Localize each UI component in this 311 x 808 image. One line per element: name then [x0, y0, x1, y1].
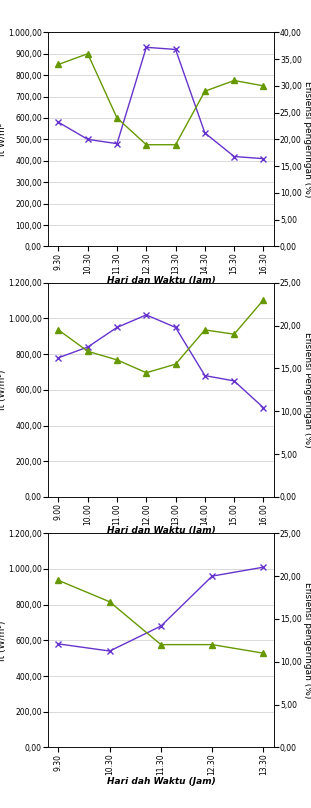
It (W/m²)	[174, 322, 178, 332]
η pengeringan (%)	[57, 575, 60, 585]
Y-axis label: It W/m²: It W/m²	[0, 123, 7, 156]
It (W/m²)	[86, 342, 90, 351]
Y-axis label: It (W/m²): It (W/m²)	[0, 370, 7, 410]
η pengeringan (%)	[232, 76, 236, 86]
η pengeringan (%)	[174, 360, 178, 369]
η pengeringan (%)	[262, 295, 265, 305]
It (W/m²)	[115, 139, 119, 149]
X-axis label: Hari dah Waktu (Jam): Hari dah Waktu (Jam)	[107, 776, 215, 786]
It (W/m²)	[159, 621, 163, 631]
η pengeringan (%)	[144, 368, 148, 377]
Legend: It (W/m²), η pengeringan (%): It (W/m²), η pengeringan (%)	[78, 633, 244, 650]
Line: η pengeringan (%): η pengeringan (%)	[56, 51, 266, 148]
It (W/m²)	[174, 44, 178, 54]
It (W/m²)	[144, 310, 148, 320]
It (W/m²)	[262, 403, 265, 413]
Y-axis label: It (W/m²): It (W/m²)	[0, 621, 7, 660]
Y-axis label: Efisiensi pengeringan (%): Efisiensi pengeringan (%)	[303, 81, 311, 198]
It (W/m²)	[57, 639, 60, 649]
η pengeringan (%)	[232, 330, 236, 339]
η pengeringan (%)	[144, 140, 148, 149]
η pengeringan (%)	[203, 86, 207, 96]
Line: η pengeringan (%): η pengeringan (%)	[56, 297, 266, 376]
η pengeringan (%)	[203, 325, 207, 335]
It (W/m²)	[262, 154, 265, 163]
It (W/m²)	[203, 371, 207, 381]
X-axis label: Hari dan Waktu (Jam): Hari dan Waktu (Jam)	[107, 526, 215, 536]
η pengeringan (%)	[108, 597, 112, 607]
X-axis label: Hari dan Waktu (Jam): Hari dan Waktu (Jam)	[107, 276, 215, 285]
It (W/m²)	[232, 152, 236, 162]
η pengeringan (%)	[262, 648, 265, 658]
η pengeringan (%)	[210, 640, 214, 650]
It (W/m²)	[108, 646, 112, 656]
η pengeringan (%)	[57, 60, 60, 69]
η pengeringan (%)	[115, 113, 119, 123]
Legend: It (W/m²), η pengeringan (%): It (W/m²), η pengeringan (%)	[78, 383, 244, 399]
It (W/m²)	[115, 322, 119, 332]
It (W/m²)	[232, 376, 236, 385]
Line: It (W/m²): It (W/m²)	[56, 312, 266, 410]
Y-axis label: Efisiensi Pengeringan (%): Efisiensi Pengeringan (%)	[303, 332, 311, 448]
η pengeringan (%)	[262, 81, 265, 90]
It (W/m²)	[86, 135, 90, 145]
Line: It (W/m²): It (W/m²)	[56, 565, 266, 654]
η pengeringan (%)	[159, 640, 163, 650]
It (W/m²)	[203, 128, 207, 138]
Y-axis label: Efisiensi pengeringan (%): Efisiensi pengeringan (%)	[303, 582, 311, 699]
η pengeringan (%)	[174, 140, 178, 149]
It (W/m²)	[57, 353, 60, 363]
Line: η pengeringan (%): η pengeringan (%)	[56, 578, 266, 656]
η pengeringan (%)	[86, 48, 90, 59]
η pengeringan (%)	[86, 347, 90, 356]
It (W/m²)	[262, 562, 265, 572]
It (W/m²)	[57, 117, 60, 127]
It (W/m²)	[210, 571, 214, 581]
η pengeringan (%)	[115, 355, 119, 364]
It (W/m²)	[144, 43, 148, 53]
η pengeringan (%)	[57, 325, 60, 335]
Line: It (W/m²): It (W/m²)	[56, 44, 266, 162]
